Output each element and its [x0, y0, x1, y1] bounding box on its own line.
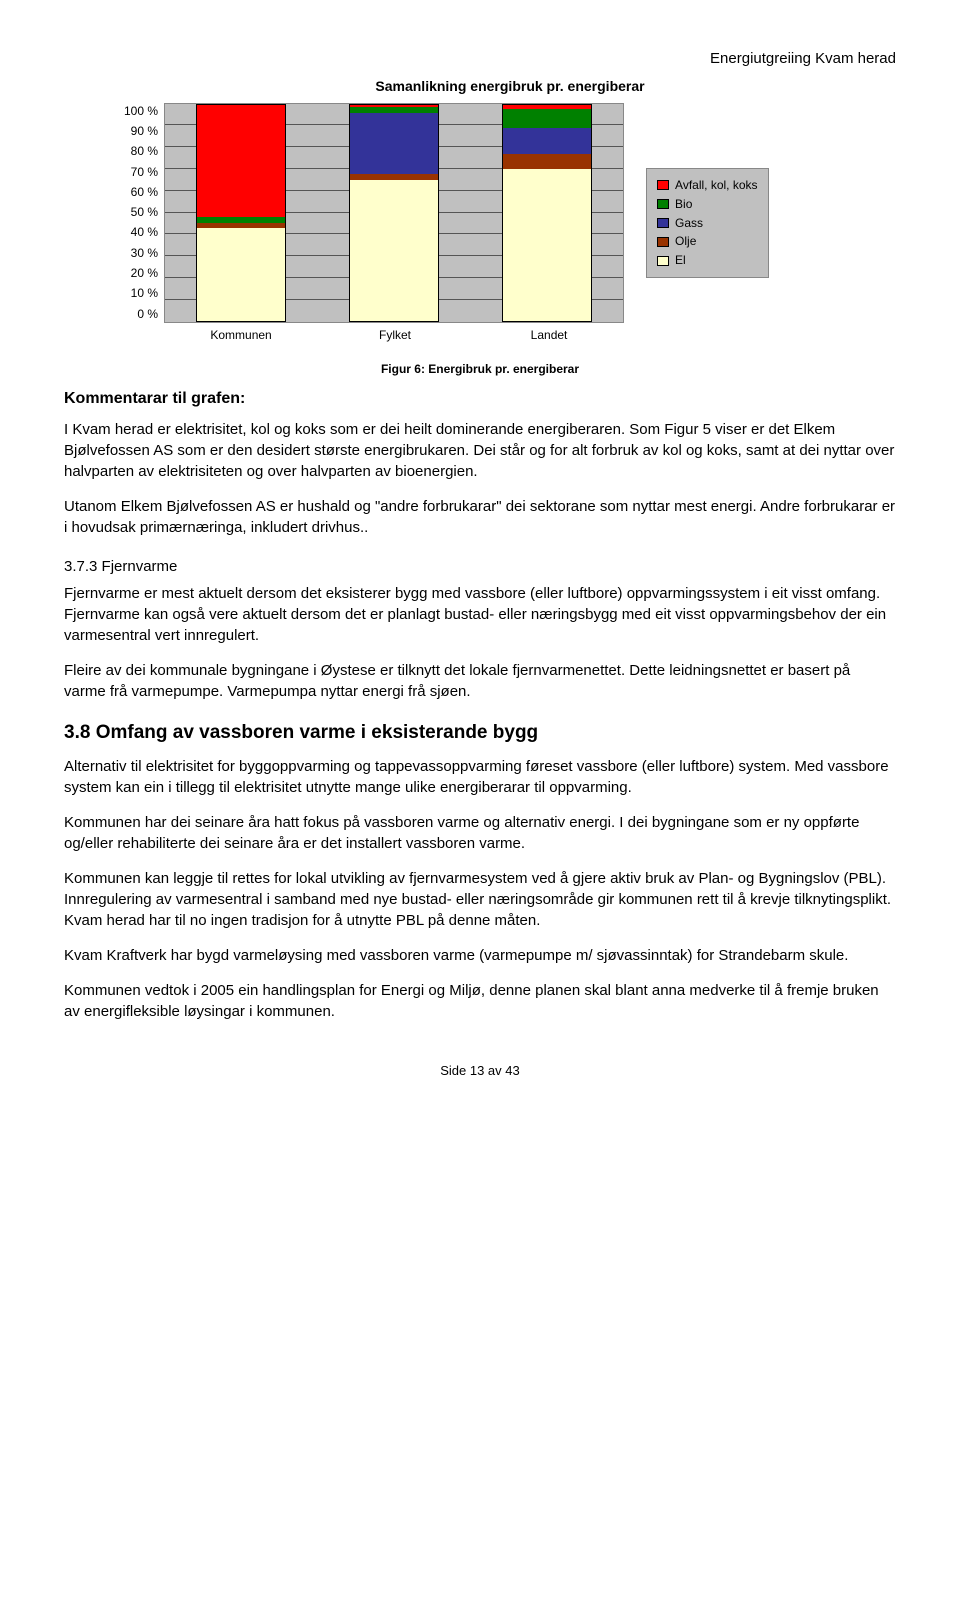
body-paragraph: Kommunen har dei seinare åra hatt fokus …: [64, 812, 896, 854]
figure-caption: Figur 6: Energibruk pr. energiberar: [64, 361, 896, 378]
bar-kommunen: [196, 104, 286, 322]
body-paragraph: I Kvam herad er elektrisitet, kol og kok…: [64, 419, 896, 482]
y-tick: 70 %: [131, 164, 158, 181]
legend-swatch: [657, 218, 669, 228]
y-tick: 80 %: [131, 143, 158, 160]
section-38-heading: 3.8 Omfang av vassboren varme i eksister…: [64, 720, 896, 747]
legend-swatch: [657, 199, 669, 209]
subsection-373: 3.7.3 Fjernvarme: [64, 556, 896, 577]
legend-row: Avfall, kol, koks: [657, 177, 757, 194]
y-tick: 30 %: [131, 245, 158, 262]
legend-label: Gass: [675, 215, 703, 232]
legend-label: El: [675, 252, 686, 269]
body-paragraph: Alternativ til elektrisitet for byggoppv…: [64, 756, 896, 798]
x-axis: Kommunen Fylket Landet: [164, 323, 626, 344]
bar-segment: [503, 109, 591, 128]
chart-container: 100 % 90 % 80 % 70 % 60 % 50 % 40 % 30 %…: [124, 103, 896, 344]
x-tick: Kommunen: [196, 327, 286, 344]
legend-row: El: [657, 252, 757, 269]
legend-swatch: [657, 237, 669, 247]
bar-segment: [197, 228, 285, 321]
page-footer: Side 13 av 43: [64, 1062, 896, 1080]
x-tick: Landet: [504, 327, 594, 344]
legend-row: Bio: [657, 196, 757, 213]
y-tick: 50 %: [131, 204, 158, 221]
bar-row: [165, 104, 623, 322]
bar-segment: [197, 105, 285, 217]
legend-swatch: [657, 180, 669, 190]
bar-segment: [350, 180, 438, 320]
chart-legend: Avfall, kol, koks Bio GassOlje El: [646, 168, 768, 278]
legend-label: Olje: [675, 233, 696, 250]
x-tick: Fylket: [350, 327, 440, 344]
bar-segment: [350, 113, 438, 173]
body-paragraph: Fjernvarme er mest aktuelt dersom det ek…: [64, 583, 896, 646]
y-tick: 10 %: [131, 285, 158, 302]
chart-title: Samanlikning energibruk pr. energiberar: [124, 77, 896, 97]
body-paragraph: Kommunen vedtok i 2005 ein handlingsplan…: [64, 980, 896, 1022]
y-tick: 60 %: [131, 184, 158, 201]
page-header-title: Energiutgreiing Kvam herad: [64, 48, 896, 69]
bar-fylket: [349, 104, 439, 322]
chart-plot: [164, 103, 624, 323]
comment-heading: Kommentarar til grafen:: [64, 388, 896, 410]
plot-wrap: Kommunen Fylket Landet: [164, 103, 626, 344]
bar-landet: [502, 104, 592, 322]
bar-segment: [503, 169, 591, 320]
legend-swatch: [657, 256, 669, 266]
legend-row: Olje: [657, 233, 757, 250]
legend-row: Gass: [657, 215, 757, 232]
chart-core: 100 % 90 % 80 % 70 % 60 % 50 % 40 % 30 %…: [124, 103, 626, 344]
legend-label: Avfall, kol, koks: [675, 177, 757, 194]
y-axis: 100 % 90 % 80 % 70 % 60 % 50 % 40 % 30 %…: [124, 103, 164, 323]
bar-segment: [503, 128, 591, 154]
body-paragraph: Fleire av dei kommunale bygningane i Øys…: [64, 660, 896, 702]
y-tick: 20 %: [131, 265, 158, 282]
y-tick: 100 %: [124, 103, 158, 120]
y-tick: 40 %: [131, 224, 158, 241]
y-tick: 90 %: [131, 123, 158, 140]
bar-segment: [503, 154, 591, 169]
legend-label: Bio: [675, 196, 692, 213]
body-paragraph: Utanom Elkem Bjølvefossen AS er hushald …: [64, 496, 896, 538]
body-paragraph: Kvam Kraftverk har bygd varmeløysing med…: [64, 945, 896, 966]
y-tick: 0 %: [137, 306, 158, 323]
body-paragraph: Kommunen kan leggje til rettes for lokal…: [64, 868, 896, 931]
